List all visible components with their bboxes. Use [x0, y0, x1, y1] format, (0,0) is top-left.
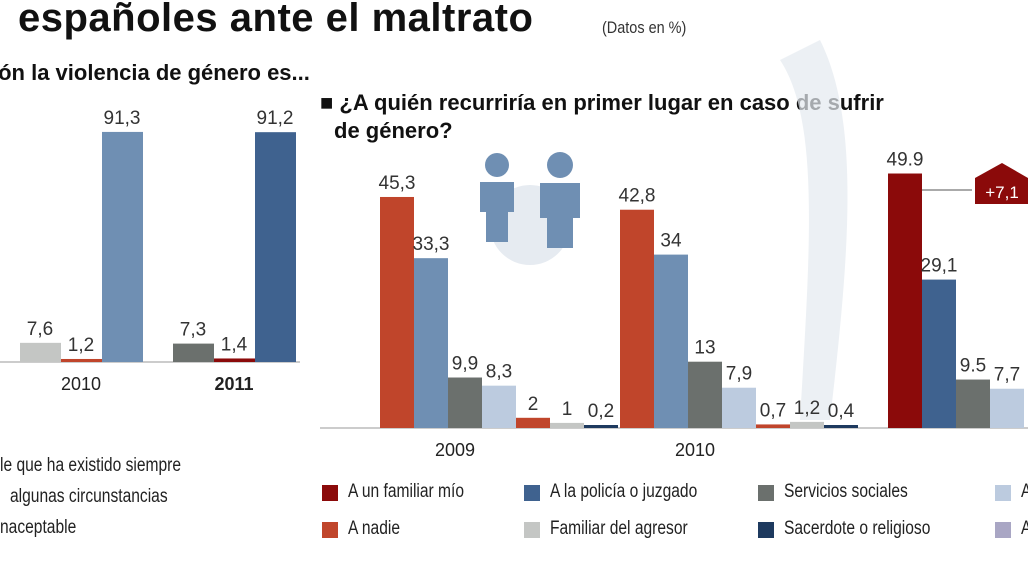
bar-2011-0: [173, 343, 214, 362]
bar-2010-3: [722, 387, 756, 428]
people-icon: [480, 152, 580, 265]
bar-2011-2: [956, 379, 990, 428]
bar-2011-1: [922, 279, 956, 428]
right-chart-title: ■ ¿A quién recurriría en primer lugar en…: [320, 90, 884, 115]
data-label: 7,9: [726, 364, 752, 385]
bar-2010-6: [824, 425, 858, 428]
page-title: españoles ante el maltrato: [18, 0, 534, 40]
bar-2010-2: [102, 131, 143, 362]
bar-2011-1: [214, 358, 255, 362]
legend-item-1: le que ha existido siempre: [0, 455, 182, 476]
bar-2009-1: [414, 258, 448, 428]
data-label: 34: [660, 231, 682, 252]
bar-2009-0: [380, 196, 414, 428]
bar-2010-4: [756, 424, 790, 428]
data-label: 42,8: [619, 186, 656, 207]
bar-2009-4: [516, 417, 550, 428]
data-label: 33,3: [413, 234, 450, 255]
legend-swatch: [322, 485, 338, 501]
data-label: 1: [562, 399, 573, 420]
data-label: 7,3: [180, 320, 206, 341]
data-label: 7,7: [994, 365, 1020, 386]
bar-2009-6: [584, 425, 618, 428]
right-chart-title-line2: de género?: [334, 118, 453, 143]
data-label: 2: [528, 394, 539, 415]
legend-swatch: [322, 522, 338, 538]
data-label: 91,3: [104, 108, 141, 129]
background-figure: [780, 40, 848, 420]
legend-swatch: [758, 522, 774, 538]
legend-label: A la policía o juzgado: [550, 481, 698, 502]
legend-label: A un familiar mío: [348, 481, 465, 502]
data-label: 1,2: [68, 335, 94, 356]
data-label: 7,6: [27, 319, 53, 340]
data-label: 29,1: [921, 256, 958, 277]
bar-2009-2: [448, 377, 482, 428]
legend-swatch: [758, 485, 774, 501]
bar-2010-1: [61, 358, 102, 362]
bar-2010-5: [790, 421, 824, 428]
annotation: +7,1: [922, 163, 1028, 204]
data-label: 9,9: [452, 354, 478, 375]
legend-swatch: [995, 522, 1011, 538]
legend-label: A: [1021, 518, 1028, 540]
data-label: 0,7: [760, 400, 786, 421]
data-label: 9.5: [960, 356, 986, 377]
data-label: 13: [694, 338, 715, 359]
legend-item-2: algunas circunstancias: [10, 486, 168, 507]
x-tick-2010: 2010: [675, 440, 715, 460]
legend-swatch: [524, 522, 540, 538]
legend-label: Familiar del agresor: [550, 518, 688, 539]
legend-swatch: [524, 485, 540, 501]
bar-2011-2: [255, 132, 296, 362]
x-tick-2011: 2011: [214, 374, 253, 394]
annotation-label: +7,1: [985, 183, 1019, 202]
x-tick-2010: 2010: [61, 374, 101, 394]
x-tick-2009: 2009: [435, 440, 475, 460]
data-label: 0,2: [588, 401, 614, 422]
legend-label: Servicios sociales: [784, 481, 908, 502]
data-label: 0,4: [828, 401, 855, 422]
bar-2009-3: [482, 385, 516, 428]
bar-2011-0: [888, 173, 922, 428]
bar-2010-0: [20, 342, 61, 362]
legend-item-3: naceptable: [0, 517, 77, 538]
bar-2011-3: [990, 388, 1024, 428]
legend-label: A nadie: [348, 518, 400, 539]
unit-note: (Datos en %): [602, 18, 687, 37]
data-label: 49.9: [887, 150, 924, 171]
bar-2009-5: [550, 422, 584, 428]
left-chart-title: ión la violencia de género es...: [0, 60, 310, 85]
data-label: 91,2: [257, 108, 294, 129]
bar-2010-2: [688, 361, 722, 428]
data-label: 8,3: [486, 362, 512, 383]
data-label: 45,3: [379, 173, 416, 194]
data-label: 1,2: [794, 398, 820, 419]
bar-2010-1: [654, 254, 688, 428]
bar-2010-0: [620, 209, 654, 428]
legend-label: Sacerdote o religioso: [784, 518, 931, 539]
legend-swatch: [995, 485, 1011, 501]
data-label: 1,4: [221, 334, 248, 355]
right-title-line1: ¿A quién recurriría en primer lugar en c…: [339, 90, 884, 115]
legend-label: A: [1021, 481, 1028, 503]
